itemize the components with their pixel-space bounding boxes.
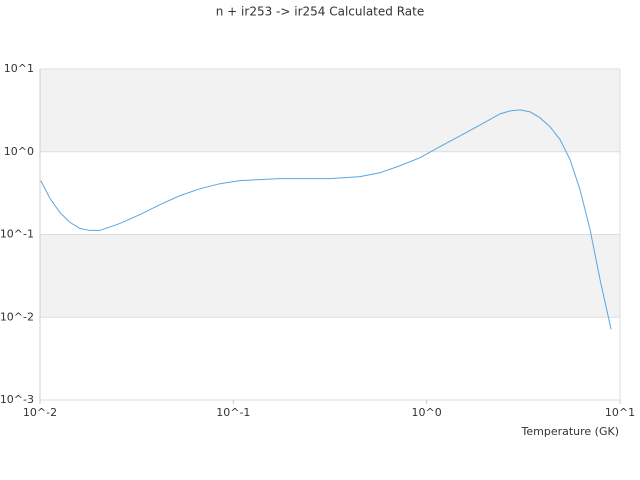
x-tick-label: 10^-2: [23, 406, 57, 419]
chart-title: n + ir253 -> ir254 Calculated Rate: [216, 5, 424, 19]
y-tick-label: 10^-1: [0, 228, 34, 241]
x-tick-label: 10^-1: [216, 406, 250, 419]
y-tick-label: 10^-3: [0, 393, 34, 406]
grid-band: [40, 69, 620, 152]
data-line: [40, 109, 612, 330]
x-tick-label: 10^0: [412, 406, 442, 419]
x-tick-label: 10^1: [605, 406, 635, 419]
x-axis-label: Temperature (GK): [521, 425, 620, 438]
grid-band: [40, 234, 620, 318]
y-tick-label: 10^-2: [0, 310, 34, 323]
y-tick-label: 10^0: [4, 145, 34, 158]
y-tick-label: 10^1: [4, 62, 34, 75]
